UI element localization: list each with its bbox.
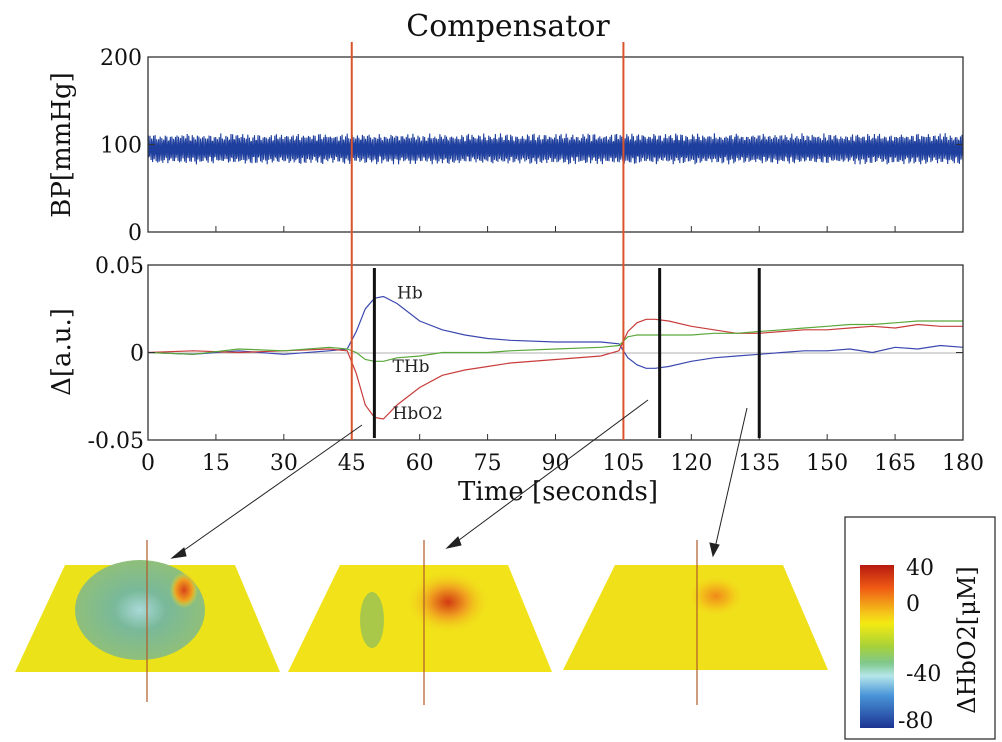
bp-trace	[147, 133, 964, 165]
colorbar-tick-minus-40: -40	[906, 662, 941, 687]
bp-y-tick-label-0: 0	[128, 221, 142, 246]
topo-map-1	[15, 540, 280, 702]
topo-map-3	[563, 540, 828, 705]
bp-x-tick-marks	[147, 226, 964, 232]
bp-y-tick-label-1: 100	[100, 134, 142, 159]
series-label-thb: THb	[393, 357, 430, 377]
topo-map-2-green-patch	[360, 592, 384, 648]
delta-y-tick-label-0: -0.05	[88, 429, 144, 454]
delta-plot-frame	[147, 264, 964, 441]
colorbar: 40 0 -40 -80 ΔHbO2[μM]	[844, 516, 996, 740]
delta-x-ticks: 0 15 30 45 60 75 90 105 120 135 150 165 180	[141, 434, 984, 476]
topo-map-2-blob	[406, 570, 490, 634]
x-tick-label-8: 120	[670, 451, 712, 476]
x-tick-label-4: 60	[406, 451, 434, 476]
bp-y-axis-label: BP[mmHg]	[47, 72, 77, 218]
bp-panel: 0 100 200 BP[mmHg]	[47, 46, 964, 246]
arrow-2	[454, 399, 649, 544]
colorbar-tick-40: 40	[906, 556, 934, 581]
colorbar-tick-minus-80: -80	[898, 709, 933, 734]
series-label-hbo2: HbO2	[393, 404, 443, 424]
x-axis-label: Time [seconds]	[458, 477, 658, 507]
map-arrows	[170, 399, 748, 559]
x-tick-label-3: 45	[338, 451, 366, 476]
topo-map-1-spot	[170, 572, 198, 608]
colorbar-tick-0: 0	[906, 592, 920, 617]
arrow-3-head	[709, 542, 720, 558]
bp-y-ticks: 0 100 200	[100, 46, 963, 246]
delta-series-line-hb	[147, 295, 964, 369]
x-tick-label-7: 105	[602, 451, 644, 476]
x-tick-label-1: 15	[202, 451, 230, 476]
topo-map-2	[288, 540, 552, 705]
x-tick-label-6: 90	[542, 451, 570, 476]
bp-y-tick-label-2: 200	[100, 46, 142, 71]
topo-map-3-shape	[563, 565, 828, 670]
delta-y-axis-label: Δ[a.u.]	[47, 308, 77, 396]
series-label-hb: Hb	[397, 283, 423, 303]
bp-series-line	[147, 133, 964, 165]
x-tick-label-2: 30	[270, 451, 298, 476]
x-tick-label-5: 75	[474, 451, 502, 476]
delta-y-tick-label-2: 0.05	[95, 254, 144, 279]
arrow-1-head	[170, 547, 187, 559]
topo-map-3-blob	[686, 574, 746, 618]
arrow-3	[714, 407, 748, 549]
colorbar-gradient	[860, 565, 894, 728]
colorbar-label: ΔHbO2[μM]	[953, 566, 981, 713]
delta-series	[147, 295, 964, 420]
delta-y-ticks: -0.05 0 0.05	[88, 254, 963, 454]
delta-series-line-hbo2	[147, 318, 963, 420]
arrow-2-head	[445, 536, 462, 549]
delta-y-tick-label-1: 0	[130, 342, 144, 367]
delta-series-line-thb	[147, 320, 963, 362]
series-labels: Hb THb HbO2	[393, 283, 443, 424]
arrow-1	[179, 424, 363, 554]
x-tick-label-12: 180	[942, 451, 984, 476]
x-tick-label-0: 0	[141, 451, 155, 476]
x-tick-label-10: 150	[806, 451, 848, 476]
event-markers	[350, 42, 761, 440]
figure-title: Compensator	[406, 9, 610, 44]
x-tick-label-11: 165	[874, 451, 916, 476]
x-tick-label-9: 135	[738, 451, 780, 476]
